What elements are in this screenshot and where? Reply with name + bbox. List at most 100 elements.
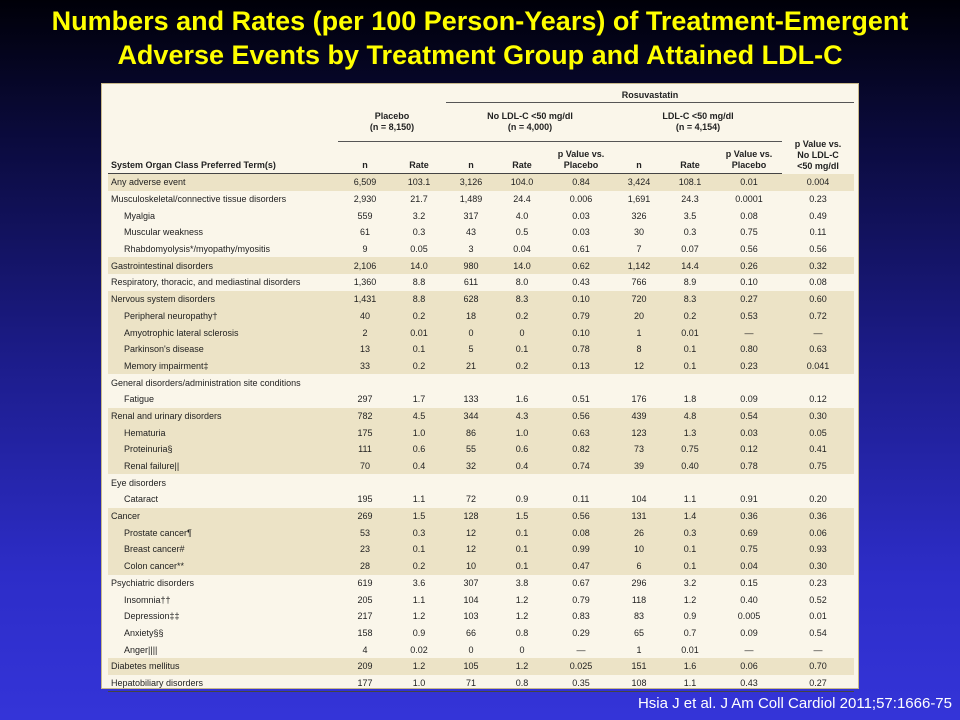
pval-vs-no-ldl-cell: — <box>813 644 823 655</box>
n-no-ldl-cell: 104 <box>463 594 479 605</box>
n-placebo-cell: 1,360 <box>353 277 377 288</box>
table-row: Respiratory, thoracic, and mediastinal d… <box>108 274 854 291</box>
no-ldl-header-text: No LDL-C <50 mg/dl (n = 4,000) <box>487 111 573 132</box>
pval-ldl-cell: 0.12 <box>716 441 782 458</box>
pval-vs-no-ldl-cell: 0.01 <box>809 611 827 622</box>
rate-placebo-cell: 1.1 <box>412 494 426 505</box>
pval-ldl-cell: 0.27 <box>716 290 782 308</box>
rate-no-ldl-cell: 8.3 <box>496 290 548 308</box>
pval-vs-no-ldl-cell: 0.41 <box>782 441 855 458</box>
citation: Hsia J et al. J Am Coll Cardiol 2011;57:… <box>637 695 952 712</box>
table-row: Muscular weakness 61 0.3 43 0.5 0.03 30 0.3 0.75… <box>108 224 854 241</box>
pval-ldl-cell: 0.54 <box>716 407 782 425</box>
rate-placebo-cell: 0.1 <box>392 541 446 558</box>
pval-vs-no-ldl-cell: 0.75 <box>782 457 855 475</box>
n-placebo-cell: 33 <box>338 357 392 375</box>
table-row: Breast cancer# 23 0.1 12 0.1 0.99 10 0.1 0.75 0.9… <box>108 541 855 558</box>
pval-vs-no-ldl-cell: — <box>782 324 855 341</box>
rate-no-ldl-cell: 4.3 <box>496 407 548 425</box>
n-no-ldl-cell: 10 <box>446 557 496 575</box>
pval-no-ldl-cell: 0.82 <box>548 441 614 458</box>
table-row: Psychiatric disorders 619 3.6 307 3.8 0.67 296… <box>108 575 854 592</box>
pval-no-ldl-cell: 0.83 <box>572 611 590 622</box>
pval-no-ldl-cell: 0.99 <box>548 541 614 558</box>
n-no-ldl-cell: 307 <box>463 577 479 588</box>
pval-no-ldl-cell: 0.61 <box>572 244 590 255</box>
pval-ldl-cell <box>716 374 782 391</box>
pval-ldl-cell: 0.08 <box>740 210 758 221</box>
pval-no-ldl-cell: 0.03 <box>572 227 590 238</box>
n-ldl-cell: 20 <box>614 307 664 325</box>
n-ldl-cell: 123 <box>614 424 664 441</box>
rate-no-ldl-cell: 0.5 <box>515 227 529 238</box>
rate-ldl-cell: 0.1 <box>664 557 716 575</box>
term-cell: Musculoskeletal/connective tissue disord… <box>111 194 287 205</box>
pval-no-ldl-cell: — <box>576 644 586 655</box>
table-row: Depression‡‡ 217 1.2 103 1.2 0.83 83 0.9 0.005 0.… <box>108 608 854 625</box>
n-ldl-cell: 8 <box>614 340 664 358</box>
rate-ldl-cell: 8.9 <box>683 277 697 288</box>
pval-vs-no-ldl-cell: 0.60 <box>782 290 855 308</box>
placebo-header: Placebo (n = 8,150) <box>338 102 446 142</box>
rate-no-ldl-cell: 0.1 <box>496 524 548 542</box>
rate-no-ldl-cell: 1.2 <box>515 594 529 605</box>
rate-no-ldl-cell: 1.0 <box>496 424 548 441</box>
n-ldl-cell: 10 <box>614 541 664 558</box>
rate-no-ldl-cell: 0.4 <box>496 457 548 475</box>
rate-ldl-cell: 8.3 <box>664 290 716 308</box>
rate-placebo-cell: 14.0 <box>392 257 446 275</box>
pval-no-ldl-cell: 0.11 <box>572 494 590 505</box>
rate-no-ldl-cell: 0.1 <box>496 340 548 358</box>
term-cell: Proteinuria§ <box>108 441 338 458</box>
n-placebo-cell: 297 <box>357 394 373 405</box>
pval-no-ldl-cell: 0.56 <box>548 507 614 525</box>
rate-placebo-cell: 1.2 <box>412 611 426 622</box>
rate-placebo-cell: 0.02 <box>410 644 428 655</box>
table-row: Anger|||| 4 0.02 0 0 — 1 0.01 — — <box>108 641 854 658</box>
pval-ldl-cell: 0.26 <box>716 257 782 275</box>
pval-ldl-cell: 0.09 <box>740 394 758 405</box>
n-placebo-cell: 205 <box>357 594 373 605</box>
rate-placebo-cell: 3.2 <box>412 210 426 221</box>
table-row: Memory impairment‡ 33 0.2 21 0.2 0.13 12 0.1 0.2… <box>108 357 855 375</box>
pval-no-ldl-cell: 0.43 <box>572 277 590 288</box>
pval-no-ldl-cell: 0.006 <box>569 194 593 205</box>
pval-vs-no-ldl-cell: 0.12 <box>809 394 827 405</box>
pval-vs-no-ldl-cell: 0.20 <box>809 494 827 505</box>
pval-no-ldl-cell: 0.67 <box>572 577 590 588</box>
pval-ldl-cell: 0.03 <box>716 424 782 441</box>
n-placebo-cell: 2,106 <box>338 257 392 275</box>
pval-vs-no-ldl-cell: 0.63 <box>782 340 855 358</box>
table-row: Gastrointestinal disorders 2,106 14.0 980 14… <box>108 257 855 275</box>
n-no-ldl-cell: 12 <box>446 524 496 542</box>
pval-vs-no-ldl-cell: 0.93 <box>782 541 855 558</box>
n-ldl-cell: 720 <box>614 290 664 308</box>
pval-ldl-cell: — <box>744 644 754 655</box>
n-ldl-cell: 326 <box>631 210 647 221</box>
term-cell: Parkinson's disease <box>108 340 338 358</box>
n-no-ldl-cell: 105 <box>446 657 496 675</box>
rate-placebo-cell: 0.3 <box>392 524 446 542</box>
pval-vs-no-ldl-cell: 0.49 <box>809 210 827 221</box>
n-ldl-cell <box>614 474 664 491</box>
n-no-ldl-cell: 133 <box>463 394 479 405</box>
rate-placebo-cell: 1.5 <box>392 507 446 525</box>
pval-ldl-cell: 0.0001 <box>735 194 763 205</box>
term-cell: Eye disorders <box>111 477 167 488</box>
n-placebo-cell: 13 <box>338 340 392 358</box>
rate-ldl-cell: 0.1 <box>664 541 716 558</box>
pval-ldl-cell: 0.005 <box>737 611 761 622</box>
pval-vs-no-ldl-cell: 0.54 <box>809 627 827 638</box>
pval-ldl-cell: 0.36 <box>716 507 782 525</box>
pval-no-ldl-cell <box>548 474 614 491</box>
rate-placebo-cell: 103.1 <box>392 173 446 191</box>
rate-placebo-cell: 4.5 <box>392 407 446 425</box>
pval-no-ldl-cell: 0.025 <box>548 657 614 675</box>
n-placebo-cell: 6,509 <box>338 173 392 191</box>
n-placebo-cell: 175 <box>338 424 392 441</box>
title-line-2: Adverse Events by Treatment Group and At… <box>117 40 843 70</box>
table-row: Fatigue 297 1.7 133 1.6 0.51 176 1.8 0.09 0.12 <box>108 391 854 408</box>
n-no-ldl-cell: 43 <box>465 227 476 238</box>
pval-vs-no-ldl-cell: 0.23 <box>809 194 827 205</box>
rate-ldl-cell: 1.3 <box>664 424 716 441</box>
